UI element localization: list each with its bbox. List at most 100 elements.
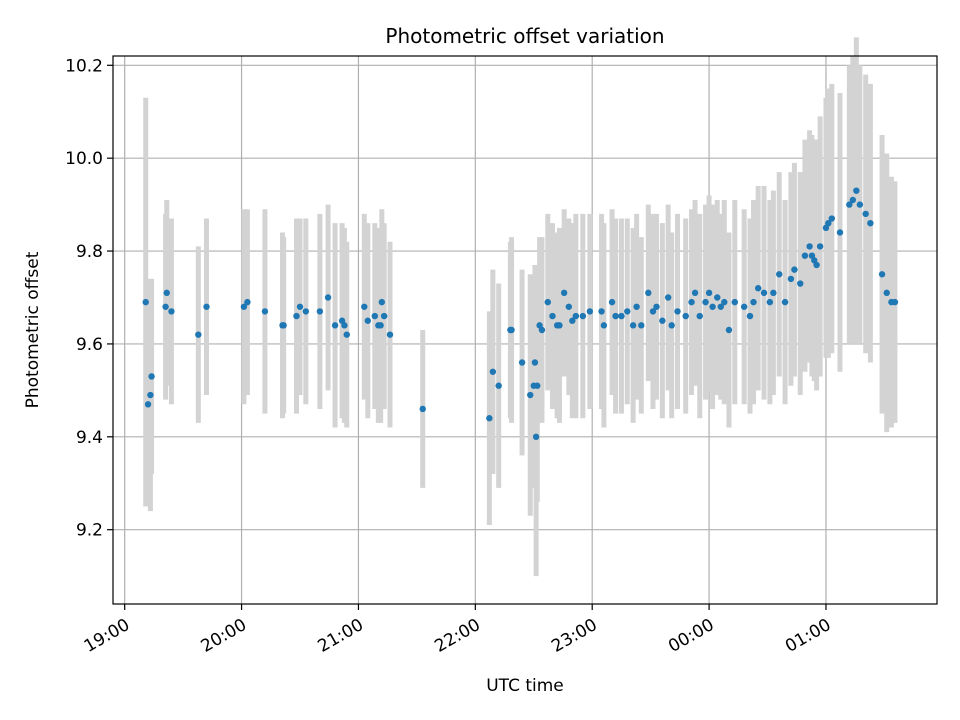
data-point <box>816 243 824 250</box>
data-point <box>598 308 605 315</box>
data-point <box>378 298 386 306</box>
data-point <box>766 298 774 306</box>
data-point <box>664 294 672 301</box>
data-point <box>770 289 777 297</box>
y-axis-label: Photometric offset <box>23 251 43 408</box>
data-point <box>324 294 332 301</box>
data-point <box>532 433 540 441</box>
data-point <box>828 215 836 222</box>
data-point <box>527 391 534 399</box>
data-point <box>825 219 832 227</box>
data-point <box>560 289 568 297</box>
data-point <box>549 312 556 320</box>
data-point <box>495 382 502 389</box>
data-point <box>142 298 149 306</box>
data-point <box>776 271 783 278</box>
data-point <box>682 312 689 320</box>
data-point <box>813 261 820 269</box>
y-tick-label: 9.6 <box>76 335 103 355</box>
y-tick-label: 9.2 <box>76 521 103 541</box>
y-tick-label: 9.4 <box>76 428 103 448</box>
data-point <box>293 312 300 320</box>
data-point <box>750 298 757 306</box>
data-point <box>341 322 348 329</box>
data-point <box>489 368 497 375</box>
data-point <box>162 303 169 310</box>
data-point <box>653 303 660 310</box>
data-point <box>760 289 768 297</box>
data-point <box>629 322 637 329</box>
data-point <box>569 317 576 324</box>
data-point <box>787 275 795 283</box>
data-point <box>696 312 703 320</box>
data-point <box>849 196 857 204</box>
data-point <box>668 322 675 329</box>
data-point <box>862 210 869 218</box>
data-point <box>649 308 657 315</box>
data-point <box>144 401 152 408</box>
chart-title: Photometric offset variation <box>385 24 664 48</box>
data-point <box>856 201 864 208</box>
data-point <box>725 326 733 334</box>
data-point <box>565 303 573 310</box>
data-point <box>302 308 310 315</box>
data-point <box>148 373 155 380</box>
data-point <box>377 322 384 329</box>
data-point <box>296 303 304 310</box>
data-point <box>691 289 699 297</box>
data-point <box>600 322 608 329</box>
data-point <box>806 243 813 250</box>
data-point <box>538 326 546 334</box>
data-point <box>534 382 541 389</box>
data-point <box>608 298 616 306</box>
data-point <box>261 308 269 315</box>
data-point <box>740 303 748 310</box>
data-point <box>518 359 526 366</box>
data-point <box>702 298 709 306</box>
data-point <box>343 331 350 338</box>
data-point <box>163 289 170 297</box>
data-point <box>364 317 371 324</box>
data-point <box>746 312 754 320</box>
data-point <box>801 252 809 259</box>
data-point <box>645 289 652 297</box>
data-point <box>883 289 890 297</box>
y-tick-label: 9.8 <box>76 242 103 262</box>
data-point <box>244 298 251 306</box>
data-point <box>674 308 681 315</box>
data-point <box>371 312 379 320</box>
data-point <box>867 219 874 227</box>
data-point <box>508 326 515 334</box>
data-point <box>316 308 324 315</box>
data-point <box>853 187 860 194</box>
data-point <box>846 201 853 208</box>
data-point <box>709 303 716 310</box>
data-point <box>168 308 175 315</box>
data-point <box>731 298 738 306</box>
plot-frame <box>112 55 938 605</box>
x-axis-label: UTC time <box>486 676 564 696</box>
data-point <box>836 229 844 236</box>
data-point <box>878 271 886 278</box>
data-point <box>331 322 339 329</box>
data-points <box>142 187 899 441</box>
data-point <box>556 322 563 329</box>
data-point <box>659 317 666 324</box>
data-point <box>195 331 202 338</box>
data-point <box>781 298 789 306</box>
y-tick-label: 10.2 <box>65 56 103 76</box>
data-point <box>688 298 695 306</box>
data-point <box>714 294 721 301</box>
data-point <box>633 303 640 310</box>
data-point <box>618 312 625 320</box>
data-point <box>612 312 619 320</box>
data-point <box>797 280 804 287</box>
data-point <box>586 308 594 315</box>
data-point <box>544 298 551 306</box>
data-point <box>579 312 587 320</box>
y-tick-label: 10.0 <box>65 149 103 169</box>
data-point <box>721 298 728 306</box>
data-point <box>280 322 287 329</box>
data-point <box>486 415 493 422</box>
